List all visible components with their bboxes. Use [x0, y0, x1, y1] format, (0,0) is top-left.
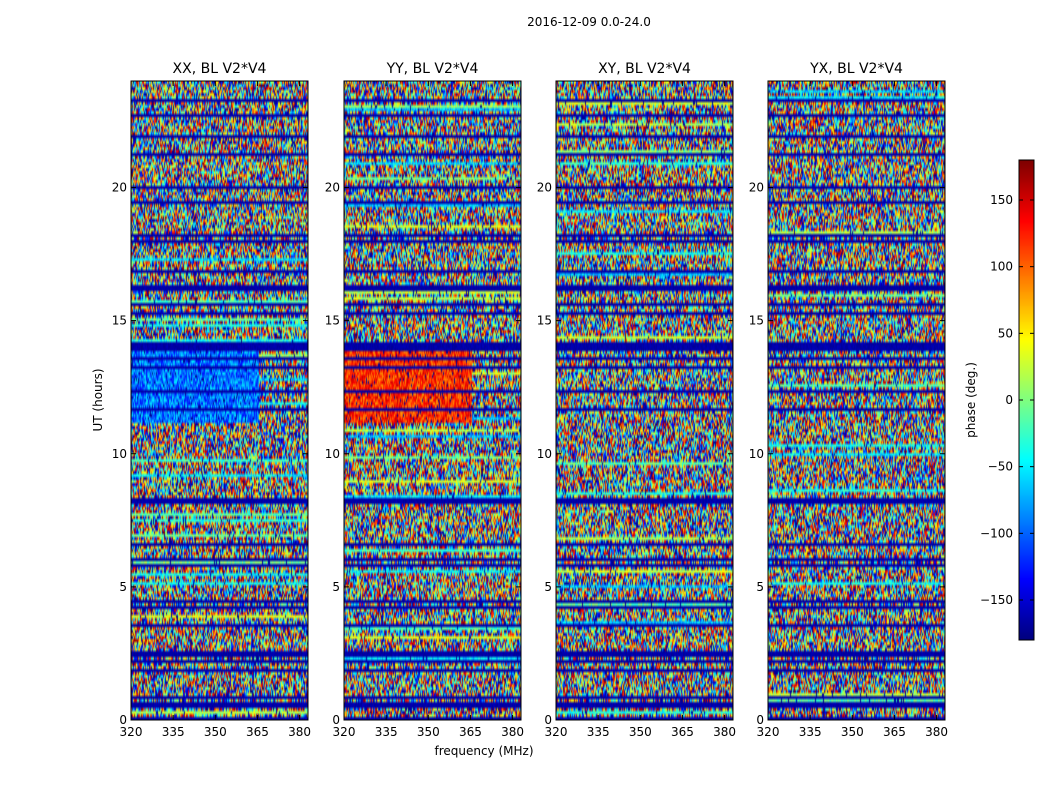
y-tick-label: 10 [749, 447, 764, 461]
x-tick-label: 365 [246, 725, 269, 739]
panel-frame [343, 80, 522, 721]
panel-1: XX, BL V2*V4 320 335 350 365 380 0 5 10 15 20 [112, 61, 311, 739]
panel-title: YX, BL V2*V4 [809, 61, 903, 77]
panel-frame [130, 80, 309, 721]
x-tick-label: 350 [204, 725, 227, 739]
y-tick-label: 0 [119, 713, 127, 727]
heatmap-image [768, 81, 945, 720]
y-tick-label: 15 [749, 314, 764, 328]
x-tick-label: 320 [757, 725, 780, 739]
y-tick-label: 10 [537, 447, 552, 461]
panel-2: YY, BL V2*V4 320 335 350 365 380 0 5 10 15 20 [325, 61, 524, 739]
y-tick-label: 15 [325, 314, 340, 328]
y-tick-label: 15 [537, 314, 552, 328]
x-tick-label: 380 [501, 725, 524, 739]
x-tick-label: 320 [545, 725, 568, 739]
x-tick-label: 365 [883, 725, 906, 739]
x-tick-label: 380 [288, 725, 311, 739]
panel-title: XY, BL V2*V4 [598, 61, 691, 77]
panel-3: XY, BL V2*V4 320 335 350 365 380 0 5 10 15 20 [537, 61, 736, 739]
y-tick-label: 20 [325, 181, 340, 195]
x-tick-label: 380 [713, 725, 736, 739]
colorbar-tick-label: 0 [1005, 393, 1013, 407]
colorbar-tick-label: −150 [980, 593, 1013, 607]
y-tick-label: 20 [749, 181, 764, 195]
panel-frame [555, 80, 734, 721]
heatmap-image [556, 81, 733, 720]
colorbar-label: phase (deg.) [964, 362, 978, 438]
colorbar-tick-label: −50 [988, 460, 1013, 474]
colorbar-tick-label: 150 [990, 193, 1013, 207]
y-tick-label: 0 [544, 713, 552, 727]
heatmap-image [344, 81, 521, 720]
y-tick-label: 20 [112, 181, 127, 195]
panel-4: YX, BL V2*V4 320 335 350 365 380 0 5 10 15 20 [749, 61, 948, 739]
y-tick-label: 10 [325, 447, 340, 461]
colorbar-tick-label: 50 [998, 326, 1013, 340]
x-tick-label: 380 [925, 725, 948, 739]
x-tick-label: 365 [671, 725, 694, 739]
x-tick-label: 350 [629, 725, 652, 739]
y-tick-label: 20 [537, 181, 552, 195]
y-tick-label: 5 [119, 580, 127, 594]
x-tick-label: 335 [162, 725, 185, 739]
panel-title: YY, BL V2*V4 [386, 61, 479, 77]
colorbar: −150 −100 −50 0 50 100 150 [980, 159, 1035, 641]
y-tick-label: 5 [756, 580, 764, 594]
x-tick-label: 350 [417, 725, 440, 739]
x-tick-label: 335 [587, 725, 610, 739]
colorbar-gradient [1019, 160, 1034, 640]
colorbar-tick-label: −100 [980, 526, 1013, 540]
x-tick-label: 350 [841, 725, 864, 739]
x-tick-label: 335 [375, 725, 398, 739]
y-tick-label: 15 [112, 314, 127, 328]
x-tick-label: 320 [120, 725, 143, 739]
x-tick-label: 335 [799, 725, 822, 739]
y-tick-label: 10 [112, 447, 127, 461]
y-tick-label: 0 [756, 713, 764, 727]
y-tick-label: 5 [544, 580, 552, 594]
colorbar-tick-label: 100 [990, 260, 1013, 274]
x-tick-label: 320 [333, 725, 356, 739]
x-axis-label: frequency (MHz) [434, 744, 533, 758]
panel-frame [767, 80, 946, 721]
heatmap-image [131, 81, 308, 720]
figure-title: 2016-12-09 0.0-24.0 [527, 15, 651, 29]
y-axis-label: UT (hours) [91, 368, 105, 431]
panel-title: XX, BL V2*V4 [173, 61, 267, 77]
x-tick-label: 365 [459, 725, 482, 739]
y-tick-label: 0 [332, 713, 340, 727]
y-tick-label: 5 [332, 580, 340, 594]
